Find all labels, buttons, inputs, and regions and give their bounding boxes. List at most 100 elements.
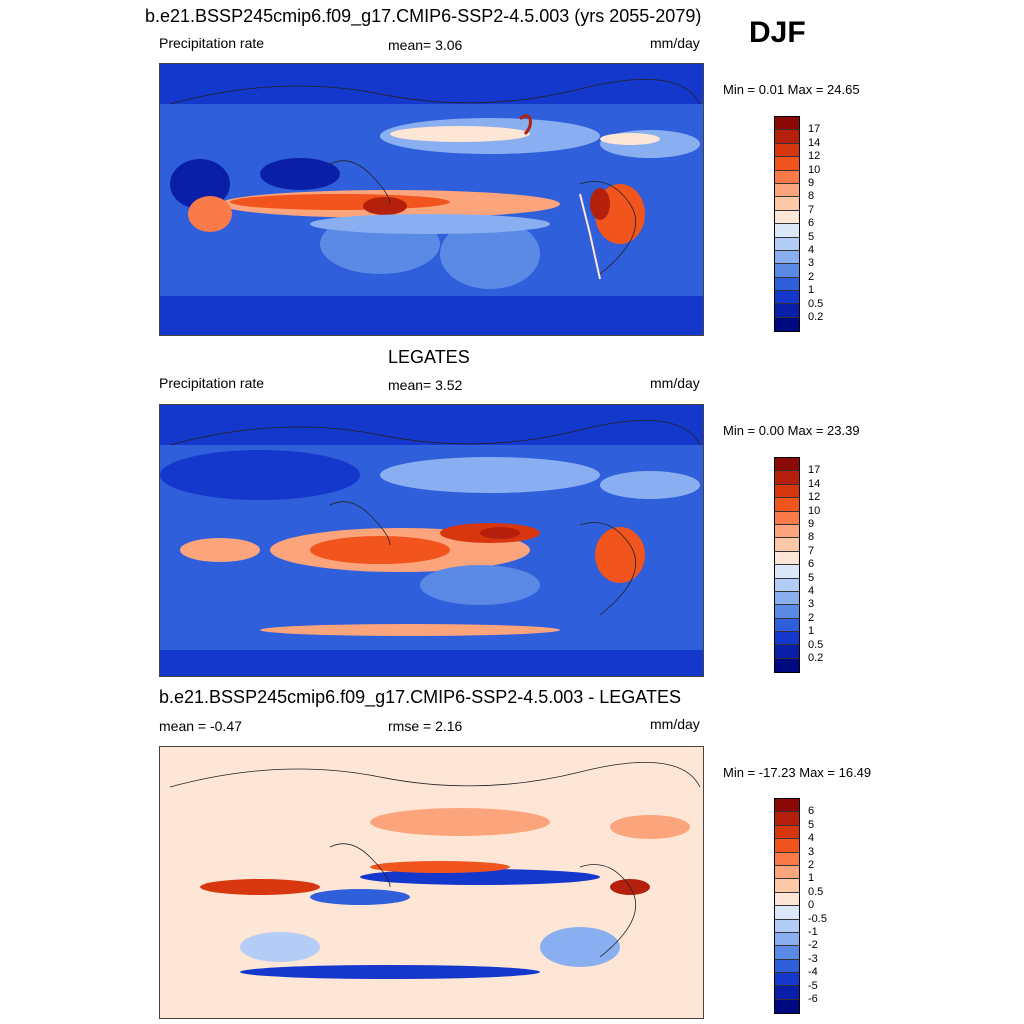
colorbar-swatch [775,484,799,499]
colorbar-tick-label: 4 [808,244,815,256]
colorbar-swatch [775,250,799,265]
colorbar-swatch [775,565,799,579]
panel3-mean-label: mean = -0.47 [159,718,242,734]
panel2-colorbar [774,457,800,674]
panel3-units-label: mm/day [650,716,700,732]
panel2-title: LEGATES [388,347,470,367]
colorbar-tick-label: 3 [808,598,815,611]
colorbar-tick-label: -4 [808,966,818,979]
colorbar-tick-label: -2 [808,939,818,952]
colorbar-tick-label: -3 [808,952,818,965]
colorbar-swatch [775,799,799,813]
colorbar-tick-label: 1 [808,872,815,885]
colorbar-swatch [775,471,799,485]
colorbar-swatch [775,197,799,211]
colorbar-swatch [775,632,799,646]
panel1-minmax: Min = 0.01 Max = 24.65 [723,82,860,97]
colorbar-tick-label: 17 [808,123,821,136]
colorbar-tick-label: 3 [808,257,815,270]
season-label: DJF [749,16,806,49]
colorbar-swatch [775,143,799,158]
panel2-minmax: Min = 0.00 Max = 23.39 [723,423,860,438]
colorbar-swatch [775,986,799,1000]
colorbar-tick-label: 12 [808,491,821,504]
panel2-units-label: mm/day [650,375,700,391]
colorbar-tick-label: 3 [808,845,815,858]
colorbar-tick-label: 5 [808,230,815,243]
colorbar-swatch [775,919,799,933]
colorbar-swatch [775,852,799,866]
colorbar-swatch [775,658,799,673]
colorbar-tick-label: 5 [808,818,815,831]
colorbar-tick-label: 6 [808,217,815,230]
colorbar-swatch [775,618,799,633]
panel1-map [159,63,704,336]
colorbar-tick-label: -5 [808,979,818,992]
colorbar-swatch [775,999,799,1014]
colorbar-tick-label: 0.5 [808,638,824,651]
colorbar-tick-label: 9 [808,518,815,530]
panel1-colorbar [774,116,800,333]
colorbar-swatch [775,458,799,472]
colorbar-tick-label: -0.5 [808,912,827,925]
colorbar-tick-label: 6 [808,558,815,571]
colorbar-swatch [775,946,799,960]
colorbar-tick-label: 4 [808,832,815,845]
colorbar-tick-label: 5 [808,571,815,584]
colorbar-tick-label: -1 [808,926,818,938]
colorbar-tick-label: 1 [808,284,815,297]
panel3-colorbar [774,798,800,1015]
colorbar-swatch [775,317,799,332]
colorbar-swatch [775,825,799,840]
colorbar-swatch [775,117,799,131]
panel2-map [159,404,704,677]
colorbar-tick-label: 10 [808,163,821,176]
colorbar-tick-label: 0.5 [808,885,824,898]
colorbar-swatch [775,277,799,292]
colorbar-tick-label: 10 [808,504,821,517]
colorbar-swatch [775,839,799,853]
panel2-mean-label: mean= 3.52 [388,377,463,393]
colorbar-tick-label: 0.2 [808,311,824,323]
colorbar-tick-label: 2 [808,611,815,624]
colorbar-tick-label: 0 [808,899,815,912]
colorbar-swatch [775,264,799,278]
colorbar-swatch [775,524,799,539]
colorbar-swatch [775,578,799,592]
colorbar-tick-label: 1 [808,625,815,638]
colorbar-swatch [775,237,799,251]
colorbar-swatch [775,183,799,198]
panel3-rmse-label: rmse = 2.16 [388,718,463,734]
colorbar-tick-label: 6 [808,805,815,818]
colorbar-swatch [775,538,799,552]
colorbar-tick-label: 7 [808,544,815,557]
colorbar-swatch [775,591,799,606]
colorbar-tick-label: 2 [808,859,815,871]
colorbar-tick-label: 7 [808,203,815,216]
colorbar-tick-label: -6 [808,993,818,1005]
colorbar-swatch [775,511,799,525]
colorbar-tick-label: 2 [808,270,815,283]
colorbar-swatch [775,210,799,225]
panel1-variable-label: Precipitation rate [159,35,265,51]
colorbar-swatch [775,605,799,619]
panel3-title: b.e21.BSSP245cmip6.f09_g17.CMIP6-SSP2-4.… [159,687,681,707]
panel1-precip-field [160,64,703,335]
colorbar-tick-label: 8 [808,190,815,203]
colorbar-swatch [775,291,799,305]
colorbar-tick-label: 9 [808,177,815,189]
panel3-minmax: Min = -17.23 Max = 16.49 [723,765,872,780]
panel1-mean-label: mean= 3.06 [388,37,463,53]
colorbar-tick-label: 14 [808,136,821,149]
panel2-variable-label: Precipitation rate [159,375,265,391]
colorbar-swatch [775,865,799,880]
colorbar-swatch [775,224,799,238]
colorbar-swatch [775,130,799,144]
panel3-difference-field [160,747,703,1018]
colorbar-swatch [775,932,799,947]
panel1-title: b.e21.BSSP245cmip6.f09_g17.CMIP6-SSP2-4.… [145,6,702,26]
colorbar-tick-label: 12 [808,150,821,163]
colorbar-swatch [775,498,799,512]
colorbar-tick-label: 14 [808,477,821,490]
colorbar-tick-label: 4 [808,585,815,597]
